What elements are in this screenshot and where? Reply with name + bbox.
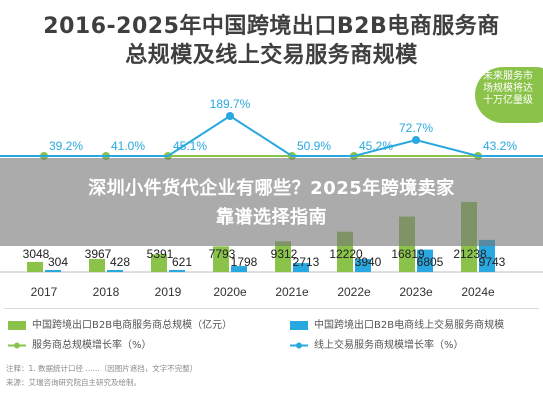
footer-line2: 来源：艾瑞咨询研究院自主研究及绘制。	[6, 378, 141, 387]
legend-item-online-bar: 中国跨境出口B2B电商线上交易服务商规模	[290, 316, 504, 331]
bar-online-value-label: 2713	[293, 255, 320, 269]
x-tick-label-2018: 2018	[93, 285, 120, 299]
bar-total-2018	[89, 258, 105, 272]
growth-value-label: 39.2%	[49, 139, 83, 153]
overlay-text-line1: 深圳小件货代企业有哪些？2025年跨境卖家	[88, 178, 455, 199]
x-tick-label-2023e: 2023e	[399, 285, 433, 299]
footer-notes: 注释：1. 数据统计口径 ......（因图片遮挡，文字不完整） 来源：艾瑞咨询…	[6, 362, 541, 390]
bar-total-value-label: 9312	[271, 247, 298, 261]
x-tick-label-2024e: 2024e	[461, 285, 495, 299]
bar-online-2017	[45, 270, 61, 272]
x-tick-label-2019: 2019	[155, 285, 182, 299]
legend-label-total-bar: 中国跨境出口B2B电商服务商总规模（亿元）	[32, 320, 233, 331]
legend-swatch-online-bar	[290, 320, 308, 330]
bar-total-value-label: 3967	[85, 247, 112, 261]
growth-value-label: 45.2%	[359, 139, 393, 153]
legend-label-online-growth: 线上交易服务商规模增长率（%）	[314, 340, 464, 351]
legend-label-total-growth: 服务商总规模增长率（%）	[32, 340, 152, 351]
bar-total-value-label: 5391	[147, 247, 174, 261]
bar-total-value-label: 7793	[209, 247, 236, 261]
bar-online-2024e	[479, 239, 495, 272]
point-online-growth	[412, 136, 420, 144]
bar-total-value-label: 21238	[453, 247, 487, 261]
bar-total-2021e	[275, 241, 291, 272]
overlay-banner	[0, 158, 543, 246]
bar-total-2017	[27, 261, 43, 272]
x-tick-label-2021e: 2021e	[275, 285, 309, 299]
point-online-growth	[226, 112, 234, 120]
legend-item-online-growth: 线上交易服务商规模增长率（%）	[290, 336, 464, 351]
footer-line1: 注释：1. 数据统计口径 ......（因图片遮挡，文字不完整）	[6, 364, 198, 373]
bubble-line1: 未来服务市	[483, 71, 533, 82]
bar-online-value-label: 428	[110, 255, 130, 269]
legend-item-total-bar: 中国跨境出口B2B电商服务商总规模（亿元）	[8, 316, 232, 331]
overlay-text-line2: 靠谱选择指南	[216, 207, 327, 228]
growth-value-label: 45.1%	[173, 139, 207, 153]
bar-online-value-label: 9743	[479, 255, 506, 269]
bubble-line2: 场规模将达	[483, 83, 533, 94]
x-tick-label-2017: 2017	[31, 285, 58, 299]
bar-online-2023e	[417, 249, 433, 272]
bar-online-2020e	[231, 266, 247, 272]
legend-divider	[4, 308, 539, 309]
growth-value-label: 41.0%	[111, 139, 145, 153]
bar-online-2019	[169, 269, 185, 272]
growth-value-label: 72.7%	[399, 121, 433, 135]
bar-online-2018	[107, 270, 123, 272]
bar-online-value-label: 6805	[417, 255, 444, 269]
growth-value-label: 189.7%	[210, 97, 251, 111]
legend-label-online-bar: 中国跨境出口B2B电商线上交易服务商规模	[314, 320, 505, 331]
bar-online-2022e	[355, 259, 371, 272]
legend-swatch-total-growth	[8, 342, 26, 348]
legend-swatch-online-growth	[290, 342, 308, 348]
bar-total-value-label: 3048	[23, 247, 50, 261]
chart-title-line2: 总规模及线上交易服务商规模	[125, 43, 418, 68]
line-online-growth	[0, 114, 543, 157]
bubble-line3: 十万亿量级	[483, 95, 533, 106]
bar-online-value-label: 1798	[231, 255, 258, 269]
x-tick-label-2022e: 2022e	[337, 285, 371, 299]
bar-total-2020e	[213, 246, 229, 272]
legend-swatch-total-bar	[8, 320, 26, 330]
legend-item-total-growth: 服务商总规模增长率（%）	[8, 336, 152, 351]
bar-online-value-label: 3940	[355, 255, 382, 269]
bar-online-2021e	[293, 263, 309, 272]
growth-value-label: 43.2%	[483, 139, 517, 153]
bar-total-2019	[151, 254, 167, 272]
bar-total-value-label: 12220	[329, 247, 363, 261]
bar-online-value-label: 304	[48, 255, 68, 269]
bar-total-value-label: 16819	[391, 247, 425, 261]
growth-value-label: 50.9%	[297, 139, 331, 153]
annotation-bubble: 未来服务市 场规模将达 十万亿量级	[475, 67, 543, 123]
chart-title-line1: 2016-2025年中国跨境出口B2B电商服务商	[43, 14, 500, 39]
x-tick-label-2020e: 2020e	[213, 285, 247, 299]
bar-online-value-label: 621	[172, 255, 192, 269]
